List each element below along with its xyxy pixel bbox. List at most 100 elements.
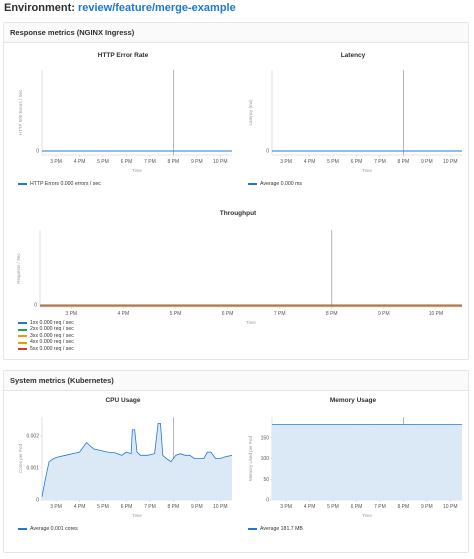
legend-label: 2xx 0.000 req / sec (30, 326, 74, 333)
legend-item[interactable]: 3xx 0.000 req / sec (18, 333, 74, 340)
x-tick-label: 7 PM (144, 159, 156, 165)
x-tick-label: 9 PM (421, 159, 433, 165)
environment-name-link[interactable]: review/feature/merge-example (77, 2, 236, 14)
environment-label: Environment: (4, 2, 75, 14)
x-axis-label: Time (132, 513, 142, 518)
chart-legend: 1xx 0.000 req / sec 2xx 0.000 req / sec 3x… (18, 320, 74, 353)
x-tick-label: 5 PM (97, 159, 109, 165)
chart-legend: HTTP Errors 0.000 errors / sec (18, 181, 101, 188)
legend-swatch (248, 528, 257, 531)
x-axis-label: Time (132, 168, 142, 173)
x-tick-label: 7 PM (374, 504, 386, 510)
legend-item[interactable]: HTTP Errors 0.000 errors / sec (18, 181, 101, 188)
legend-swatch (18, 183, 27, 186)
chart-legend: Average 0.000 ms (248, 181, 302, 188)
environment-header: Environment: review/feature/merge-exampl… (4, 2, 236, 14)
legend-label: 4xx 0.000 req / sec (30, 339, 74, 346)
y-axis-label: HTTP 500 Errors / Sec (18, 89, 23, 135)
y-tick-label: 50 (263, 477, 269, 483)
legend-item[interactable]: 5xx 0.000 req / sec (18, 346, 74, 353)
x-tick-label: 9 PM (191, 159, 203, 165)
system-metrics-title: System metrics (Kubernetes) (4, 371, 468, 391)
memory-usage-graph: Memory Usage Memory Used per Pod 150 100 50… (240, 397, 466, 537)
legend-label: Average 0.000 ms (260, 180, 303, 187)
y-tick-label: 0 (34, 303, 37, 309)
x-axis-label: Time (246, 320, 256, 325)
chart-svg: Memory Used per Pod 150 100 50 0 3 PM 4 PM 5 PM… (248, 417, 462, 518)
response-metrics-panel: Response metrics (NGINX Ingress) (3, 22, 469, 360)
y-tick-label: 100 (261, 456, 270, 462)
x-tick-label: 3 PM (280, 159, 292, 165)
x-tick-label: 3 PM (50, 504, 62, 510)
x-tick-label: 5 PM (170, 311, 182, 317)
graph-title: Throughput (219, 210, 257, 217)
y-axis-label: Memory Used per Pod (248, 436, 253, 482)
legend-item[interactable]: 4xx 0.000 req / sec (18, 339, 74, 347)
graph-title: CPU Usage (105, 397, 141, 404)
legend-item[interactable]: Average 0.000 ms (248, 181, 302, 188)
y-axis-label: Cores per Pod (18, 443, 23, 473)
x-tick-label: 5 PM (327, 504, 339, 510)
series-line (41, 422, 233, 497)
y-tick-label: 0.001 (26, 466, 39, 472)
legend-swatch (18, 328, 27, 331)
x-tick-label: 9 PM (421, 504, 433, 510)
graph-title: Memory Usage (329, 397, 377, 404)
chart-legend: Average 0.001 cores (18, 526, 78, 533)
legend-swatch (18, 322, 27, 325)
x-tick-label: 6 PM (121, 159, 133, 165)
x-tick-label: 6 PM (121, 504, 133, 510)
legend-item[interactable]: 1xx 0.000 req / sec (18, 320, 74, 327)
x-tick-label: 7 PM (274, 311, 286, 317)
x-tick-label: 8 PM (326, 311, 338, 317)
x-tick-label: 4 PM (304, 159, 316, 165)
legend-swatch (18, 341, 27, 344)
y-tick-label: 0.002 (26, 434, 39, 440)
x-tick-label: 10 PM (213, 159, 227, 165)
y-axis-label: Requests / Sec (16, 252, 21, 283)
x-tick-label: 8 PM (398, 159, 410, 165)
series-area (42, 423, 232, 500)
chart-legend: Average 181.7 MB (248, 526, 303, 533)
legend-label: 1xx 0.000 req / sec (30, 319, 74, 326)
x-tick-label: 9 PM (378, 311, 390, 317)
chart-svg: Requests / Sec 0 3 PM 4 PM 5 PM 6 PM 7 PM 8 PM 9… (16, 230, 462, 325)
x-tick-label: 10 PM (429, 311, 443, 317)
legend-item[interactable]: Average 181.7 MB (248, 526, 303, 533)
x-tick-label: 5 PM (97, 504, 109, 510)
x-tick-label: 4 PM (74, 159, 86, 165)
x-tick-label: 4 PM (74, 504, 86, 510)
graph-title: Latency (340, 52, 366, 59)
legend-label: 3xx 0.000 req / sec (30, 332, 74, 339)
legend-label: HTTP Errors 0.000 errors / sec (30, 180, 101, 187)
y-tick-label: 150 (261, 435, 270, 441)
x-tick-label: 10 PM (213, 504, 227, 510)
legend-item[interactable]: 2xx 0.000 req / sec (18, 326, 74, 334)
x-tick-label: 10 PM (443, 159, 457, 165)
chart-svg: HTTP 500 Errors / Sec 0 3 PM 4 PM 5 PM 6 PM 7 … (18, 70, 232, 173)
cpu-usage-graph: CPU Usage Cores per Pod 0.002 0.001 0 3 PM 4 … (10, 397, 236, 537)
x-tick-label: 3 PM (65, 311, 77, 317)
x-tick-label: 5 PM (327, 159, 339, 165)
x-tick-label: 8 PM (168, 504, 180, 510)
x-tick-label: 10 PM (443, 504, 457, 510)
x-axis-label: Time (362, 513, 372, 518)
latency-graph: Latency Latency (ms) 0 3 PM 4 PM 5 PM 6 PM 7 P… (240, 52, 466, 192)
x-tick-label: 4 PM (118, 311, 130, 317)
http-error-rate-graph: HTTP Error Rate HTTP 500 Errors / Sec 0 3 … (10, 52, 236, 192)
x-tick-label: 3 PM (50, 159, 62, 165)
legend-swatch (18, 335, 27, 338)
x-tick-label: 6 PM (351, 504, 363, 510)
legend-item[interactable]: Average 0.001 cores (18, 526, 78, 533)
legend-swatch (18, 528, 27, 531)
legend-label: Average 0.001 cores (30, 525, 78, 532)
x-tick-label: 6 PM (351, 159, 363, 165)
x-tick-label: 8 PM (168, 159, 180, 165)
y-tick-label: 0 (36, 149, 39, 155)
legend-swatch (18, 348, 27, 351)
chart-svg: Latency (ms) 0 3 PM 4 PM 5 PM 6 PM 7 PM 8 PM 9 P… (248, 70, 462, 173)
x-tick-label: 3 PM (280, 504, 292, 510)
response-metrics-title: Response metrics (NGINX Ingress) (4, 23, 468, 43)
series-area (272, 424, 462, 500)
